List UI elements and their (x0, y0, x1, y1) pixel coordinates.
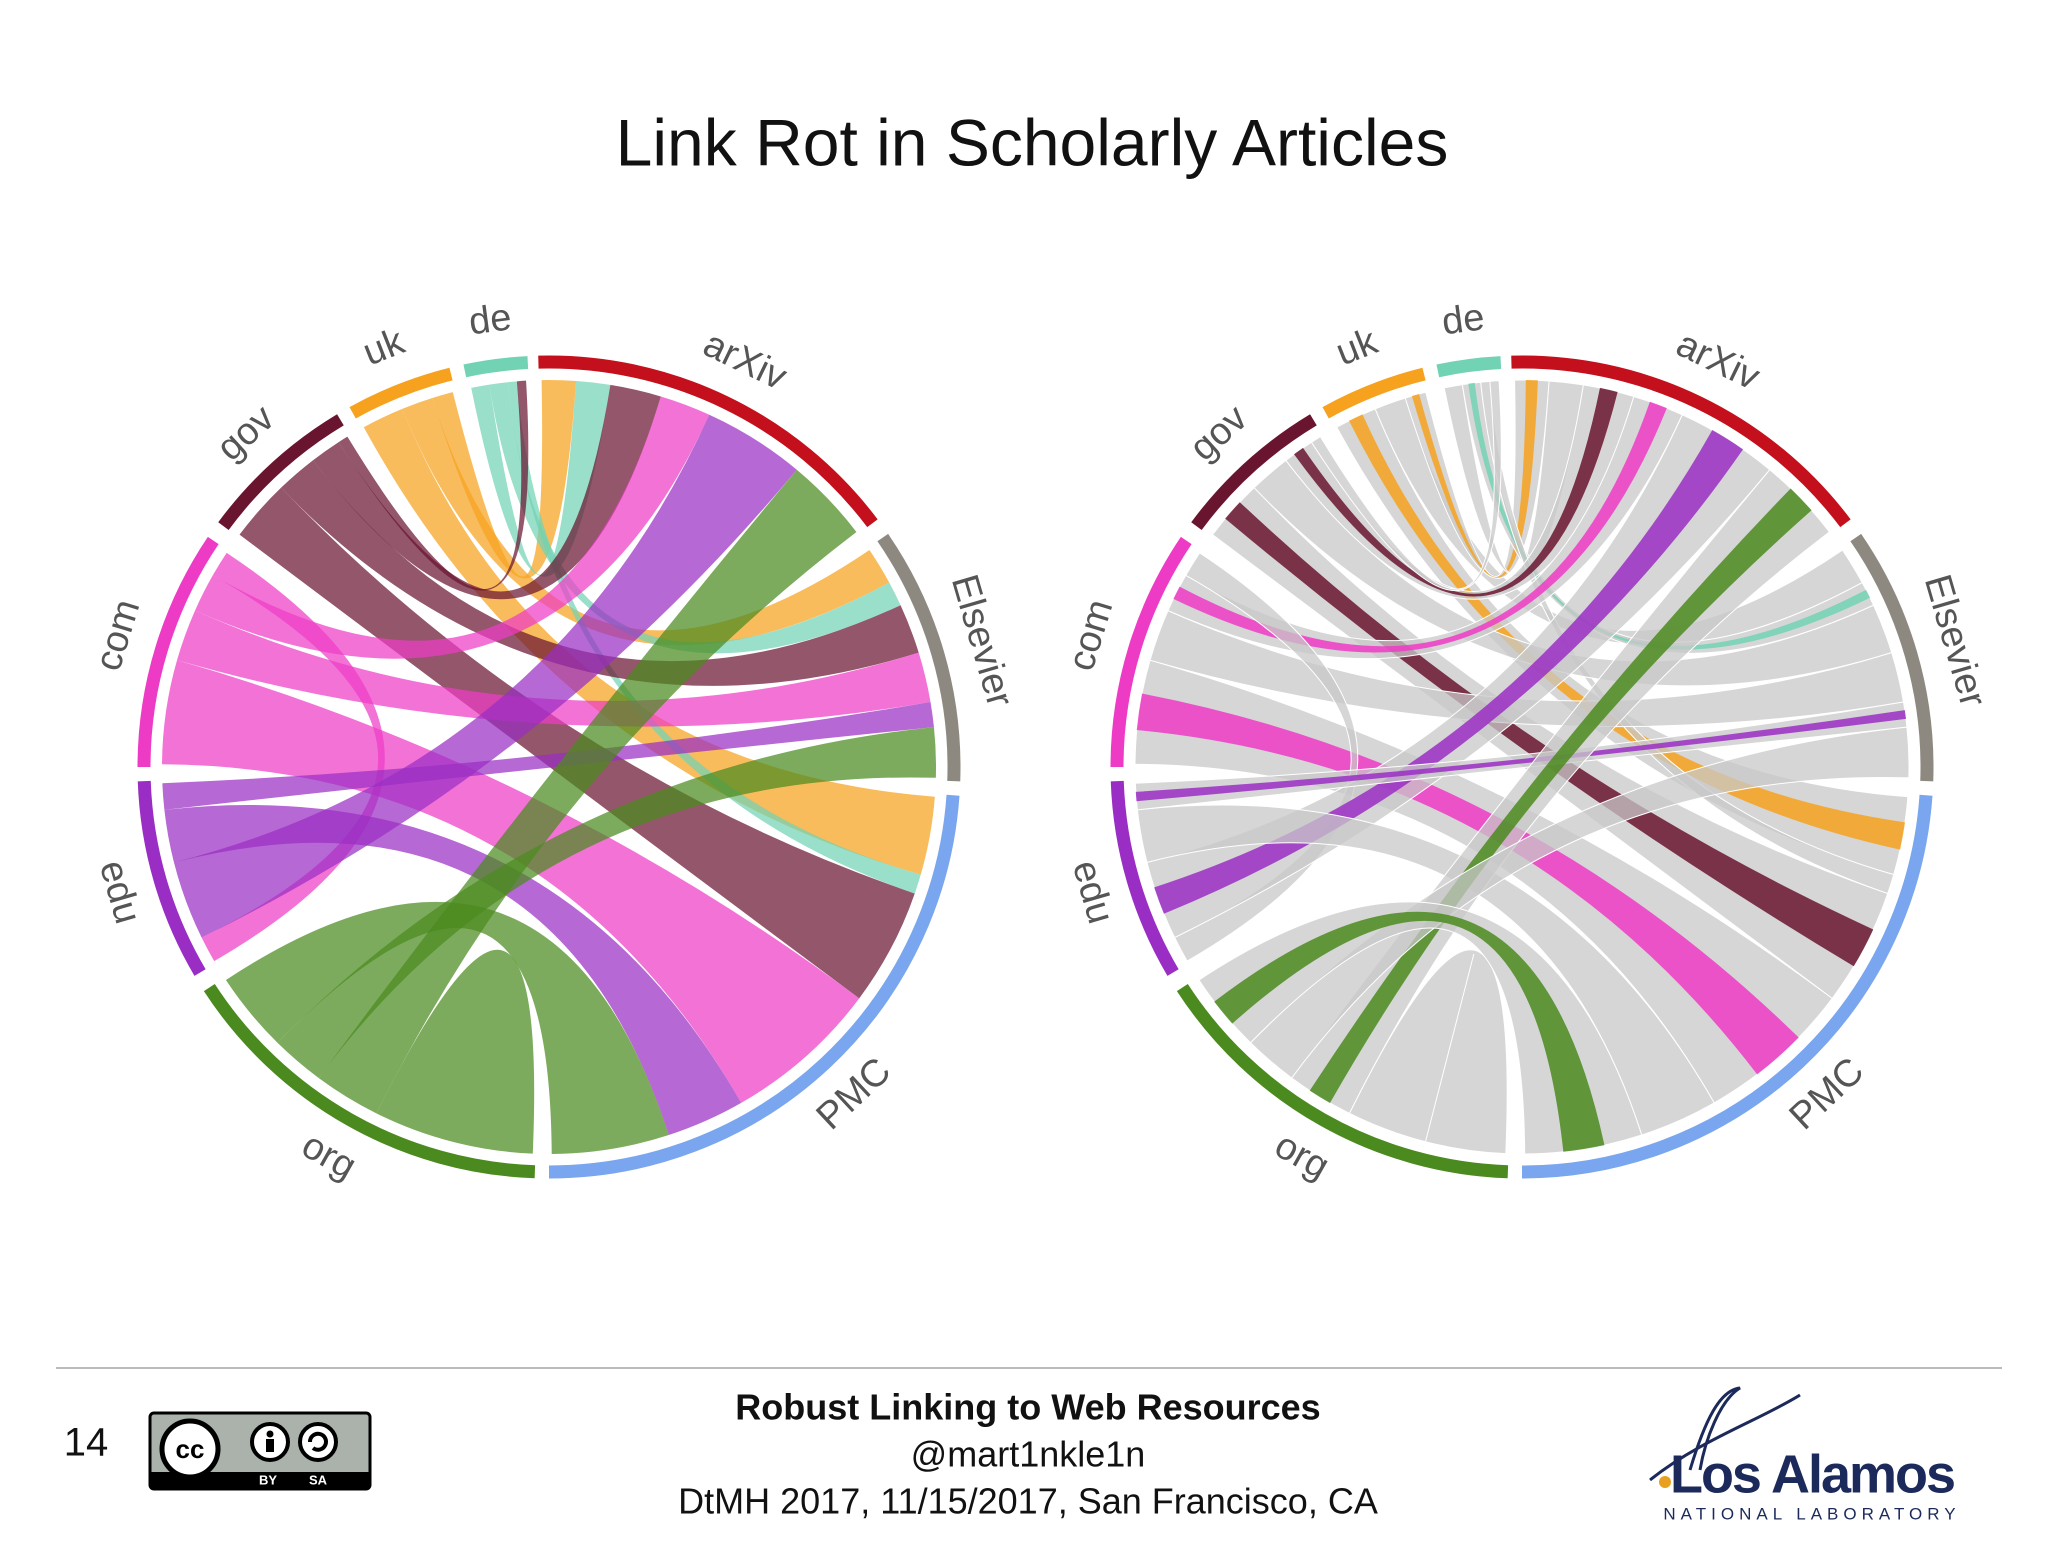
segment-label: arXiv (697, 323, 793, 398)
cc-text: cc (176, 1434, 205, 1464)
footer-handle: @mart1nkle1n (911, 1434, 1146, 1475)
page-number: 14 (64, 1421, 109, 1465)
segment-label: arXiv (1670, 323, 1766, 398)
segment-arc (548, 794, 960, 1179)
segment-label: com (87, 595, 148, 676)
chord (312, 384, 661, 600)
highlight-chord (1154, 430, 1744, 914)
segment-arc (1850, 533, 1934, 782)
segment-label: edu (91, 856, 149, 929)
segment-label: Elsevier (1916, 570, 1994, 712)
footer-title: Robust Linking to Web Resources (735, 1387, 1320, 1428)
segment-label: com (1060, 595, 1121, 676)
segment-label: org (1268, 1124, 1336, 1188)
chord (225, 901, 669, 1154)
segment-arc (218, 414, 344, 530)
segment-arc (1191, 414, 1317, 530)
segment-label: gov (1182, 397, 1256, 469)
segment-arc (349, 367, 453, 419)
segment-label: gov (209, 397, 283, 469)
segment-arc (538, 355, 878, 528)
chord (338, 380, 529, 591)
highlight-chord (1136, 693, 1799, 1075)
chord (1310, 380, 1502, 591)
segment-label: de (1439, 296, 1486, 343)
slide-title: Link Rot in Scholarly Articles (616, 105, 1449, 179)
segment-label: Elsevier (943, 570, 1021, 712)
lanl-logo: Los Alamos NATIONAL LABORATORY (1649, 1386, 1960, 1523)
highlight-chord (1309, 488, 1812, 1103)
chord (162, 701, 934, 810)
segment-label: uk (357, 320, 411, 374)
segment-arc (877, 533, 961, 782)
cc-sa: SA (309, 1472, 328, 1487)
segment-label: de (466, 296, 513, 343)
segment-label: edu (1064, 856, 1122, 929)
segment-arc (203, 984, 536, 1179)
segment-arc (137, 536, 219, 768)
segment-arc (1322, 367, 1426, 419)
chord (363, 408, 935, 875)
segment-arc (1511, 355, 1851, 528)
cc-by: BY (259, 1472, 277, 1487)
segment-arc (1521, 794, 1933, 1179)
chord (162, 660, 860, 1103)
chord (281, 460, 919, 686)
chord (173, 414, 797, 938)
chord (402, 398, 890, 646)
chord (195, 396, 710, 659)
logo-name: Los Alamos (1670, 1444, 1954, 1504)
segment-arc (463, 356, 529, 378)
chord (1198, 901, 1643, 1155)
chord (277, 727, 936, 1078)
chord (1167, 395, 1683, 660)
highlight-chord (1225, 502, 1874, 967)
footer-event: DtMH 2017, 11/15/2017, San Francisco, CA (678, 1481, 1378, 1522)
highlight-chord (1294, 387, 1618, 597)
chord (1136, 804, 1715, 1136)
chord (164, 805, 742, 1136)
cc-badge: cc BY SA (148, 1411, 372, 1491)
highlight-chord (1173, 401, 1667, 653)
segment-arc (137, 780, 206, 976)
chord (1134, 659, 1833, 1104)
segment-label: uk (1330, 320, 1384, 374)
chord (376, 949, 535, 1154)
segment-label: org (295, 1124, 363, 1188)
segment-arc (1436, 356, 1502, 378)
logo-subtitle: NATIONAL LABORATORY (1663, 1504, 1960, 1523)
segment-arc (1110, 536, 1192, 768)
highlight-chord (1135, 710, 1907, 802)
highlight-chord (1214, 911, 1605, 1152)
chord (318, 469, 857, 1114)
segment-arc (1176, 984, 1509, 1179)
segment-arc (1110, 780, 1179, 976)
